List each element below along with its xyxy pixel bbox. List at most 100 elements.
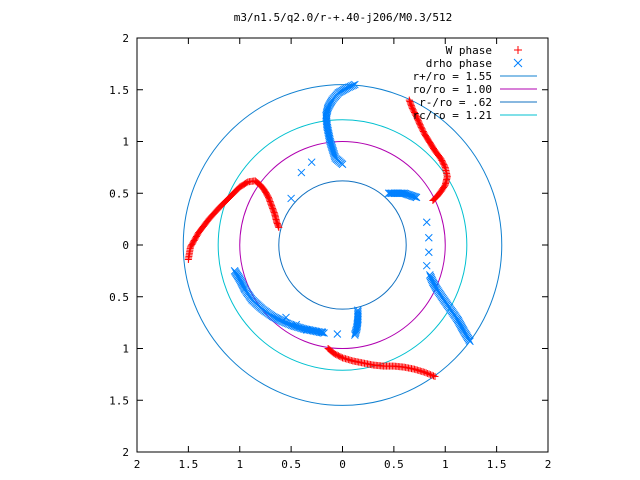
data-point	[326, 139, 335, 147]
data-point	[328, 143, 336, 152]
data-point	[324, 126, 332, 135]
y-tick-label: 1.5	[109, 84, 129, 97]
circle-r--ro	[182, 84, 503, 406]
data-point	[424, 233, 433, 242]
data-point	[422, 369, 430, 377]
data-point	[292, 322, 300, 331]
data-point	[326, 136, 334, 144]
data-point	[330, 149, 338, 158]
data-point	[349, 81, 358, 90]
data-point	[441, 162, 449, 170]
data-point	[326, 137, 335, 146]
y-tick-label: 0.5	[109, 187, 129, 200]
chart-title: m3/n1.5/q2.0/r-+.40-j206/M0.3/512	[234, 11, 453, 24]
data-point	[466, 337, 474, 346]
data-point	[301, 325, 309, 333]
x-tick-label: 0.5	[281, 458, 301, 471]
y-tick-label: 0.5	[109, 291, 129, 304]
data-point	[230, 267, 239, 275]
data-point	[298, 324, 306, 333]
data-points	[184, 80, 474, 380]
y-tick-label: 2	[122, 446, 129, 459]
data-point	[354, 307, 362, 316]
series-drho-phase	[230, 80, 474, 346]
data-point	[327, 140, 335, 149]
data-point	[430, 372, 438, 380]
y-tick-label: 2	[122, 32, 129, 45]
data-point	[424, 248, 433, 257]
x-tick-label: 1	[236, 458, 243, 471]
x-tick-label: 2	[134, 458, 141, 471]
x-tick-label: 1.5	[487, 458, 507, 471]
data-point	[329, 146, 337, 155]
data-point	[328, 145, 337, 153]
data-point	[302, 326, 311, 334]
data-point	[325, 132, 334, 141]
legend-item: W phase	[446, 44, 522, 57]
data-point	[350, 80, 359, 89]
data-point	[331, 154, 340, 162]
circle-ro-ro	[239, 141, 446, 349]
data-point	[333, 330, 342, 338]
data-point	[325, 134, 334, 143]
legend-label: ro/ro = 1.00	[413, 83, 492, 96]
data-point	[429, 196, 437, 204]
data-point	[425, 370, 433, 378]
data-point	[410, 192, 418, 201]
data-point	[428, 371, 436, 379]
data-point	[307, 158, 316, 167]
legend-label: r-/ro = .62	[419, 96, 492, 109]
data-point	[324, 129, 333, 138]
axis-ticks: 2 1.5 1 0.5 0 0.5 1 1.5 221.510.500.511.52	[109, 32, 551, 471]
y-tick-label: 1	[122, 136, 129, 149]
legend-item: rc/ro = 1.21	[413, 109, 537, 122]
data-point	[323, 104, 332, 113]
reference-circles	[182, 84, 503, 406]
series-w-phase	[184, 96, 451, 380]
data-point	[296, 324, 305, 332]
data-point	[428, 276, 437, 285]
data-point	[351, 328, 360, 337]
data-point	[354, 309, 362, 318]
data-point	[297, 168, 306, 177]
data-point	[327, 142, 336, 150]
y-tick-label: 1	[122, 343, 129, 356]
legend-label: r+/ro = 1.55	[413, 70, 492, 83]
legend-label: W phase	[446, 44, 492, 57]
y-tick-label: 0	[122, 239, 129, 252]
legend-item: r+/ro = 1.55	[413, 70, 537, 83]
data-point	[427, 371, 435, 379]
data-point	[324, 345, 332, 352]
legend-label: rc/ro = 1.21	[413, 109, 492, 122]
data-point	[329, 148, 338, 156]
legend-label: drho phase	[426, 57, 492, 70]
circle-r--ro	[278, 180, 407, 310]
legend-item: ro/ro = 1.00	[413, 83, 537, 96]
x-tick-label: 0	[339, 458, 346, 471]
data-point	[292, 320, 301, 329]
x-tick-label: 1	[442, 458, 449, 471]
data-point	[325, 345, 333, 353]
circle-rc-ro	[217, 119, 468, 371]
data-point	[412, 193, 421, 202]
data-point	[330, 152, 339, 161]
data-point	[287, 194, 295, 203]
data-point	[187, 242, 195, 250]
legend-swatch	[514, 46, 522, 54]
data-point	[184, 255, 192, 263]
data-point	[351, 329, 360, 338]
x-tick-label: 0.5	[384, 458, 404, 471]
data-point	[411, 193, 420, 201]
data-point	[330, 151, 339, 159]
legend-swatch	[513, 58, 523, 68]
data-point	[422, 218, 431, 227]
data-point	[431, 372, 439, 380]
y-tick-label: 1.5	[109, 394, 129, 407]
legend-item: drho phase	[426, 57, 523, 70]
data-point	[422, 261, 431, 270]
legend-item: r-/ro = .62	[419, 96, 537, 109]
x-tick-label: 2	[545, 458, 552, 471]
data-point	[424, 369, 432, 377]
